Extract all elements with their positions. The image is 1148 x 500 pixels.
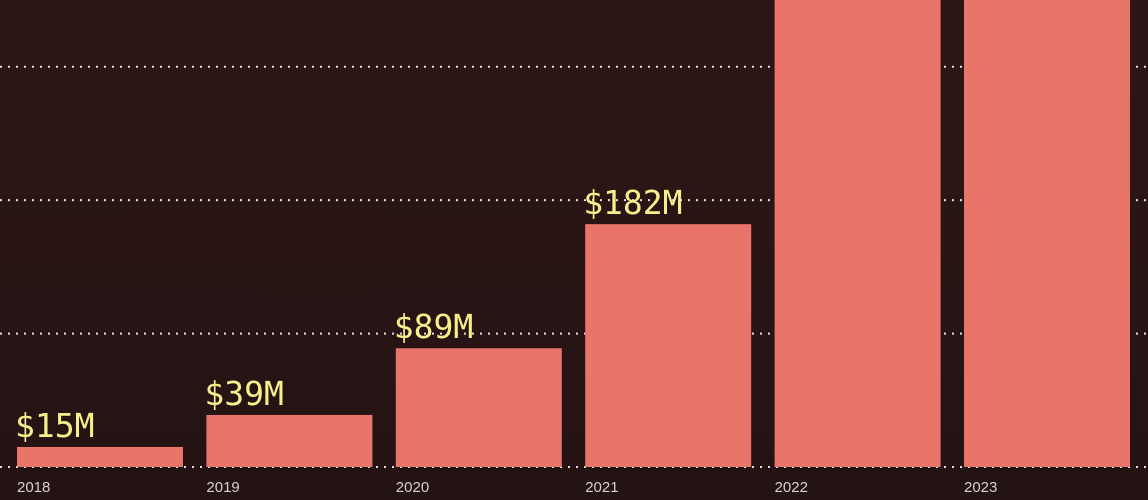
x-tick-label: 2023	[964, 479, 997, 496]
x-tick-label: 2022	[775, 479, 808, 496]
value-label: $15M	[15, 406, 94, 445]
bar	[964, 0, 1130, 468]
bar	[17, 446, 183, 467]
bars: 2018 $15M 2019 $39M 2020 $89M 2021 $182M 2022 202…	[15, 0, 1130, 496]
x-tick-label: 2018	[17, 479, 50, 496]
bar	[206, 414, 373, 467]
x-tick-label: 2021	[585, 479, 618, 496]
bar	[585, 224, 752, 467]
value-label: $39M	[204, 374, 283, 413]
value-label: $182M	[583, 183, 682, 222]
value-label: $89M	[394, 307, 473, 346]
x-tick-label: 2020	[396, 479, 429, 496]
bar	[774, 0, 941, 467]
x-tick-label: 2019	[206, 479, 239, 496]
bar	[395, 348, 562, 467]
